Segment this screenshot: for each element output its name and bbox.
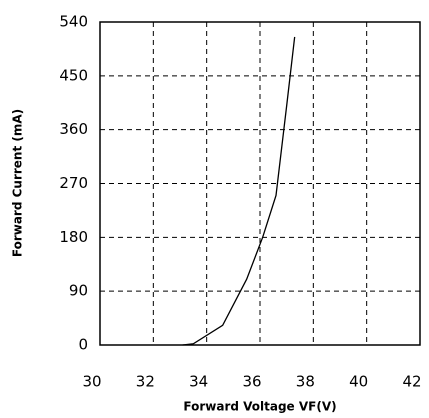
x-axis-label: Forward Voltage VF(V): [183, 400, 336, 414]
x-tick-label: 34: [189, 373, 208, 391]
x-tick-label: 30: [82, 373, 101, 391]
y-tick-label: 0: [78, 336, 88, 354]
x-tick-label: 38: [296, 373, 315, 391]
y-tick-label: 450: [59, 66, 88, 84]
data-line: [182, 36, 296, 346]
y-tick-label: 90: [69, 282, 88, 300]
x-tick-label: 32: [136, 373, 155, 391]
y-tick-label: 360: [59, 120, 88, 138]
x-tick-label: 36: [242, 373, 261, 391]
y-tick-label: 540: [59, 13, 88, 31]
y-tick-label: 180: [59, 228, 88, 246]
y-axis-label: Forward Current (mA): [11, 109, 25, 257]
x-tick-label: 40: [349, 373, 368, 391]
x-tick-label: 42: [402, 373, 421, 391]
y-tick-label: 270: [59, 174, 88, 192]
